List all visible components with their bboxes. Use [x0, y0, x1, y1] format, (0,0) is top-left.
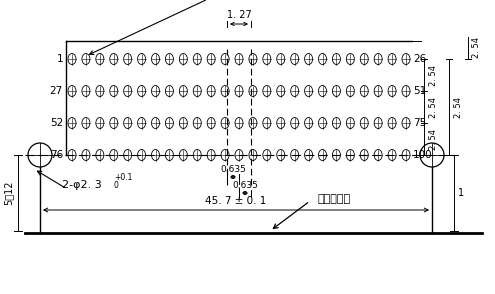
Text: 2-φ2. 3: 2-φ2. 3 [62, 180, 102, 190]
Text: 51: 51 [413, 86, 426, 96]
Text: 印制板边缘: 印制板边缘 [318, 194, 351, 204]
Text: 2. 54: 2. 54 [429, 96, 438, 118]
Text: 45. 7 ± 0. 1: 45. 7 ± 0. 1 [205, 196, 267, 206]
Text: 1. 27: 1. 27 [227, 10, 251, 20]
Text: 1: 1 [56, 54, 63, 64]
Text: 0.635: 0.635 [220, 165, 246, 174]
Text: 2. 54: 2. 54 [429, 64, 438, 86]
Text: 52: 52 [50, 118, 63, 128]
Text: 0.635: 0.635 [232, 181, 258, 190]
Text: 5～12: 5～12 [3, 181, 13, 205]
Text: 100: 100 [413, 150, 433, 160]
Text: 1: 1 [458, 188, 464, 198]
Text: 2. 54: 2. 54 [472, 38, 481, 59]
Text: 26: 26 [413, 54, 426, 64]
Text: 75: 75 [413, 118, 426, 128]
Text: 2. 54: 2. 54 [429, 128, 438, 150]
Text: 27: 27 [50, 86, 63, 96]
Text: 76: 76 [50, 150, 63, 160]
Text: 2. 54: 2. 54 [454, 96, 463, 118]
Text: 0: 0 [114, 181, 119, 190]
Text: +0.1: +0.1 [114, 173, 132, 182]
